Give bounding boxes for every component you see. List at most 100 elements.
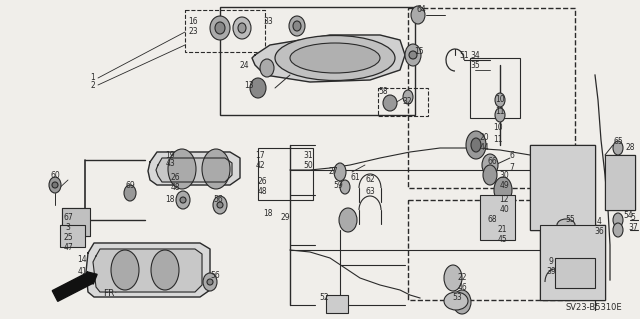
Text: 41: 41 [77,268,87,277]
Polygon shape [86,243,210,297]
Text: 9: 9 [548,257,554,266]
Text: 64: 64 [416,4,426,13]
Bar [326,295,348,313]
Polygon shape [252,35,405,82]
Text: 33: 33 [263,17,273,26]
Ellipse shape [124,185,136,201]
Ellipse shape [495,108,505,122]
Text: FR·: FR· [103,288,117,298]
Text: 18: 18 [263,209,273,218]
Polygon shape [93,249,202,292]
Bar [408,8,575,188]
Ellipse shape [151,250,179,290]
Text: 5: 5 [630,213,636,222]
Text: 11: 11 [493,136,503,145]
Ellipse shape [405,44,421,66]
Text: 3: 3 [65,224,70,233]
Text: SV23-B5310E: SV23-B5310E [565,303,621,313]
Text: 50: 50 [303,160,313,169]
Bar [555,258,595,288]
Text: 6: 6 [509,151,515,160]
Text: 10: 10 [493,123,503,132]
Text: 53: 53 [452,293,462,302]
Ellipse shape [482,154,498,176]
Text: 60: 60 [50,170,60,180]
Text: 61: 61 [350,174,360,182]
Text: 40: 40 [499,205,509,214]
Ellipse shape [275,35,395,80]
Ellipse shape [453,290,471,314]
Text: 31: 31 [303,151,313,160]
Text: 55: 55 [565,216,575,225]
Bar [470,58,520,118]
Bar [480,195,515,240]
Text: 66: 66 [487,158,497,167]
Ellipse shape [238,23,246,33]
Bar [555,258,595,288]
Text: 49: 49 [499,181,509,189]
Bar [378,88,428,116]
Ellipse shape [383,95,397,111]
Text: 51: 51 [459,50,469,60]
Text: 20: 20 [479,133,489,143]
Text: 69: 69 [125,181,135,189]
Text: 27: 27 [328,167,338,176]
Bar [530,145,595,230]
Text: 11: 11 [495,108,505,116]
Ellipse shape [202,149,230,189]
Text: 32: 32 [402,98,412,107]
Text: 63: 63 [365,188,375,197]
Circle shape [52,182,58,188]
Text: 35: 35 [470,61,480,70]
Text: 47: 47 [63,243,73,253]
Text: 52: 52 [319,293,329,302]
Ellipse shape [210,16,230,40]
Ellipse shape [289,16,305,36]
Text: 2: 2 [91,81,95,91]
Text: 16: 16 [188,18,198,26]
Text: 48: 48 [170,183,180,192]
Circle shape [180,197,186,203]
Ellipse shape [334,163,346,181]
Text: 29: 29 [280,213,290,222]
Ellipse shape [613,141,623,155]
Text: 65: 65 [613,137,623,146]
Bar [60,225,85,247]
Polygon shape [148,152,240,185]
Text: 34: 34 [470,50,480,60]
Circle shape [409,51,417,59]
Bar [258,148,313,200]
Ellipse shape [260,59,274,77]
Ellipse shape [466,131,486,159]
Text: 14: 14 [77,256,87,264]
Text: 36: 36 [594,227,604,236]
Text: 21: 21 [497,226,507,234]
Text: 25: 25 [63,234,73,242]
Text: 7: 7 [509,162,515,172]
Bar [605,155,635,210]
Text: 10: 10 [495,95,505,105]
Bar [408,200,575,300]
Text: 18: 18 [165,196,175,204]
Text: 44: 44 [479,144,489,152]
Bar [185,10,265,52]
Ellipse shape [168,149,196,189]
Ellipse shape [340,180,350,194]
Ellipse shape [494,177,512,203]
Ellipse shape [111,250,139,290]
Ellipse shape [215,22,225,34]
Circle shape [217,202,223,208]
Ellipse shape [444,265,462,291]
Text: 28: 28 [625,144,635,152]
Text: 4: 4 [596,218,602,226]
Ellipse shape [411,6,425,24]
Text: 48: 48 [257,188,267,197]
Ellipse shape [203,273,217,291]
Text: 37: 37 [628,224,638,233]
Ellipse shape [290,43,380,73]
FancyArrow shape [52,272,97,301]
Text: 26: 26 [257,177,267,187]
Ellipse shape [403,90,413,104]
Text: 24: 24 [239,61,249,70]
Ellipse shape [483,165,497,185]
